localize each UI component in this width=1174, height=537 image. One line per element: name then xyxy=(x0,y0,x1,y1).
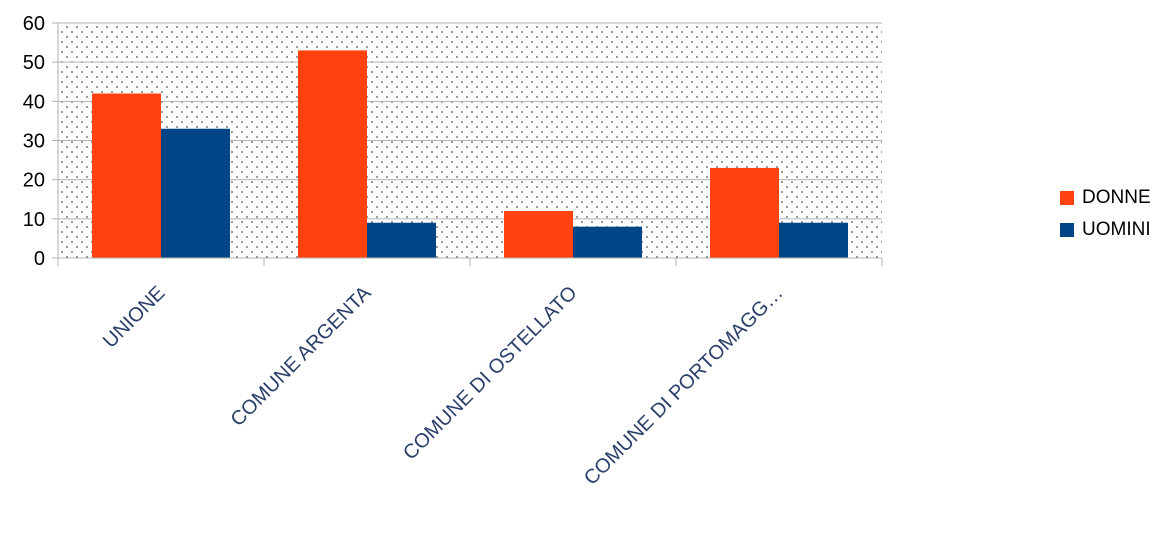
bar-donne-2 xyxy=(504,211,573,258)
y-tick-label: 30 xyxy=(23,131,45,153)
legend-item-uomini: UOMINI xyxy=(1060,214,1151,246)
bar-uomini-1 xyxy=(367,222,436,258)
bar-uomini-2 xyxy=(573,226,642,258)
x-tick-labels: UNIONE COMUNE ARGENTA COMUNE DI OSTELLATOC… xyxy=(99,282,788,490)
legend-swatch-uomini xyxy=(1060,223,1074,237)
legend-swatch-donne xyxy=(1060,191,1074,205)
y-tick-label: 40 xyxy=(23,91,45,113)
legend-label-uomini: UOMINI xyxy=(1082,219,1151,240)
bar-donne-3 xyxy=(710,167,779,258)
legend-item-donne: DONNE xyxy=(1060,182,1151,214)
y-tick-label: 20 xyxy=(23,170,45,192)
x-tick-label: UNIONE xyxy=(99,282,170,353)
bar-donne-1 xyxy=(298,50,367,258)
bar-uomini-0 xyxy=(161,128,230,258)
bar-uomini-3 xyxy=(779,222,848,258)
x-tick-label: COMUNE DI PORTOMAGG… xyxy=(580,282,788,490)
y-tick-label: 50 xyxy=(23,52,45,74)
y-tick-label: 60 xyxy=(23,13,45,35)
axes xyxy=(57,23,883,266)
bar-donne-0 xyxy=(92,93,161,258)
x-tick-label: COMUNE ARGENTA xyxy=(227,282,376,431)
legend-label-donne: DONNE xyxy=(1082,187,1151,208)
legend: DONNE UOMINI xyxy=(1060,182,1151,246)
y-tick-label: 0 xyxy=(34,248,45,270)
y-tick-labels: 0 10 20 30 40 50 60 xyxy=(23,13,45,270)
y-tick-label: 10 xyxy=(23,209,45,231)
x-tick-label: COMUNE DI OSTELLATO xyxy=(399,282,581,464)
bars xyxy=(92,50,848,258)
